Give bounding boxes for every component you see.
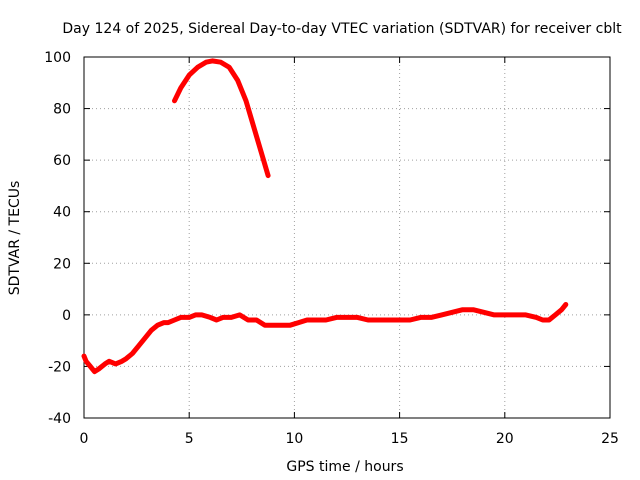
x-axis-label: GPS time / hours: [286, 459, 403, 475]
tick-labels: 0 5 10 15 20 25 -40 -20 0 20 40 60 80 100: [44, 50, 619, 447]
y-tick-label: 80: [53, 102, 71, 118]
plot-frame: [83, 56, 611, 419]
series-line-1: [172, 58, 271, 179]
x-tick-label: 5: [185, 431, 194, 447]
x-tick-label: 10: [285, 431, 303, 447]
series-line-2: [81, 302, 569, 375]
y-tick-label: -20: [48, 359, 71, 375]
series-layer: [81, 58, 569, 375]
y-tick-label: 0: [62, 308, 71, 324]
x-tick-label: 15: [391, 431, 409, 447]
grid: [84, 57, 610, 418]
y-tick-label: 60: [53, 153, 71, 169]
y-tick-label: 20: [53, 256, 71, 272]
axis-ticks: [83, 56, 611, 419]
y-axis-label: SDTVAR / TECUs: [7, 181, 23, 296]
y-tick-label: 40: [53, 205, 71, 221]
x-tick-label: 25: [601, 431, 619, 447]
chart-title: Day 124 of 2025, Sidereal Day-to-day VTE…: [62, 21, 622, 37]
y-tick-label: 100: [44, 50, 71, 66]
x-tick-label: 20: [496, 431, 514, 447]
x-tick-label: 0: [80, 431, 89, 447]
y-tick-label: -40: [48, 411, 71, 427]
